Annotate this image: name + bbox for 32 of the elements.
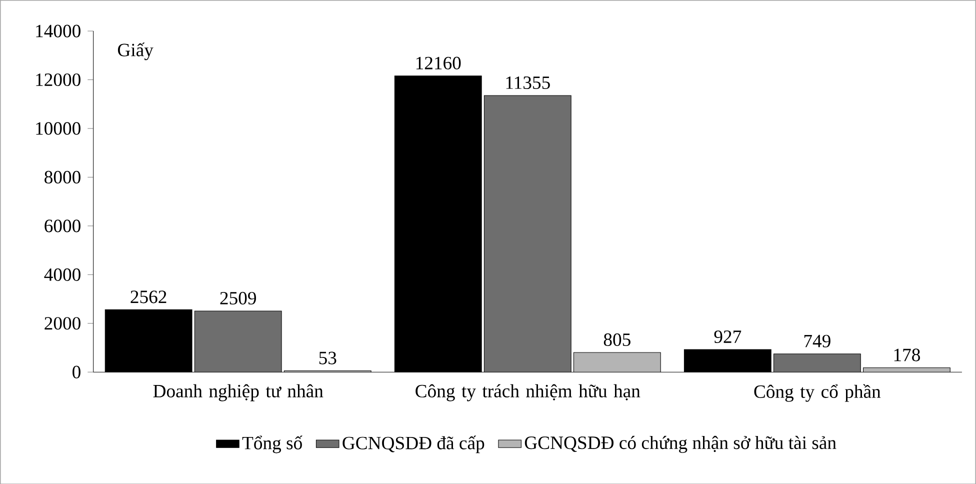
data-label: 927 <box>714 330 742 343</box>
legend-label: Tổng số <box>242 435 302 454</box>
bar <box>863 367 950 372</box>
data-label: 178 <box>894 348 920 362</box>
y-tick-label: 14000 <box>36 24 80 38</box>
data-label: 53 <box>319 352 336 364</box>
data-label: 2562 <box>130 290 166 304</box>
y-tick-label: 6000 <box>44 219 80 232</box>
y-tick-label: 8000 <box>44 170 80 184</box>
bar <box>684 349 772 372</box>
legend-label: GCNQSDĐ đã cấp <box>342 435 484 453</box>
y-tick-label: 2000 <box>44 316 80 330</box>
x-tick-label: Doanh nghiệp tư nhân <box>153 384 324 402</box>
bar <box>573 352 661 372</box>
bar <box>394 75 482 372</box>
data-label: 749 <box>804 334 830 348</box>
y-tick-label: 0 <box>72 366 80 378</box>
y-tick-label: 12000 <box>36 73 80 86</box>
bar <box>104 309 192 372</box>
y-tick-label: 4000 <box>44 268 80 281</box>
data-label: 12160 <box>416 56 461 70</box>
x-tick-label: Công ty trách nhiệm hữu hạn <box>416 384 640 402</box>
data-label: 11355 <box>506 76 550 89</box>
x-tick-label: Công ty cổ phần <box>754 384 881 402</box>
y-tick-label: 10000 <box>36 122 80 135</box>
bar <box>484 95 572 372</box>
bar <box>194 310 282 372</box>
data-label: 805 <box>604 333 630 346</box>
legend-label: GCNQSDĐ có chứng nhận sở hữu tài sản <box>524 436 836 453</box>
y-axis-title: Giấy <box>118 42 154 60</box>
data-label: 2509 <box>220 292 256 304</box>
bar <box>773 353 861 372</box>
